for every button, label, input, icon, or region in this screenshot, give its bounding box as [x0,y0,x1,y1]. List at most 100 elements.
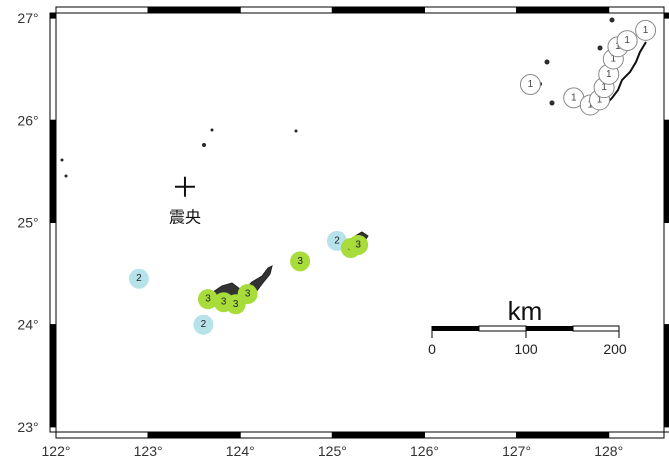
scale-segment [526,326,573,331]
frame-segment [147,6,241,14]
intensity-marker: 1 [616,30,638,52]
longitude-tick-label: 126° [410,443,439,459]
intensity-marker-circle [193,314,214,335]
islet [549,100,555,106]
intensity-marker-circle [128,268,149,289]
intensity-marker-value: 3 [297,256,303,267]
longitude-tick-label: 127° [502,443,531,459]
frame-segment [663,324,669,428]
intensity-marker: 2 [128,268,149,289]
frame-segment [663,17,669,121]
longitude-tick-label: 122° [42,443,71,459]
scale-segment [432,326,479,331]
latitude-tick-label: 25° [17,215,38,231]
frame-segment [516,431,610,439]
intensity-marker-value: 1 [615,41,621,52]
longitude-tick-labels: 122° 123° 124° 125° 126° 127° 128° [42,443,624,459]
intensity-marker: 3 [198,289,218,310]
frame-segment [49,119,57,223]
intensity-marker: 3 [348,234,369,255]
intensity-marker-value: 3 [233,299,239,310]
frame-segment [49,12,57,19]
scale-tick-label: 100 [514,341,538,357]
intensity-marker-value: 2 [334,235,340,246]
intensity-marker-circle [237,284,258,305]
islet [210,128,214,132]
intensity-marker-value: 1 [624,35,630,46]
frame-segment [239,6,333,14]
frame-segment [663,426,669,433]
frame-segment [331,431,425,439]
islet [609,17,615,23]
frame-segment [49,17,57,121]
frame-segment [49,426,57,433]
intensity-marker-value: 1 [597,94,603,105]
intensity-marker-value: 1 [611,53,617,64]
scale-tick-label: 200 [603,341,627,357]
intensity-marker-circle [198,289,218,310]
intensity-marker-value: 3 [355,239,361,250]
island-okinawa-chain [604,41,647,106]
frame-segment [663,12,669,19]
intensity-marker-circle [519,74,541,96]
frame-segment [55,6,149,14]
longitude-tick-label: 124° [226,443,255,459]
frame-segment [331,6,425,14]
scale-bar: km 0 100 200 [428,296,627,357]
intensity-marker-value: 2 [136,273,142,284]
intensity-marker-value: 3 [205,294,211,305]
longitude-tick-label: 125° [318,443,347,459]
intensity-marker-value: 1 [528,79,534,90]
intensity-marker-circle [348,234,369,255]
epicenter-marker: 震央 [169,176,201,227]
frame-segment [49,324,57,428]
intensity-marker: 3 [237,284,258,305]
scale-unit-label: km [508,296,543,326]
intensity-marker-value: 1 [643,25,649,36]
scale-segment [572,325,620,332]
intensity-marker-circle [616,30,638,52]
latitude-tick-label: 23° [17,419,38,435]
intensity-markers: 22333332331111111111 [128,19,657,335]
intensity-marker: 1 [519,74,541,96]
scale-tick-label: 0 [428,341,436,357]
intensity-marker-value: 3 [221,297,227,308]
intensity-marker-circle [290,251,311,272]
frame-segment [239,431,333,439]
intensity-marker-value: 1 [606,69,612,80]
latitude-tick-label: 26° [17,112,38,128]
intensity-marker: 1 [635,19,657,41]
frame-segment [516,6,610,14]
latitude-tick-labels: 27° 26° 25° 24° 23° [17,10,38,435]
latitude-tick-label: 27° [17,10,38,26]
frame-segment [663,222,669,326]
intensity-marker-value: 1 [571,92,577,103]
islet [294,129,298,133]
frame-segment [663,119,669,223]
islet [64,174,68,178]
islet [60,158,64,162]
longitude-tick-label: 123° [134,443,163,459]
epicenter-label: 震央 [169,208,201,227]
islet [544,59,550,65]
intensity-marker-circle [635,19,657,41]
islet [597,45,603,51]
intensity-marker-value: 1 [601,82,607,93]
frame-segment [49,222,57,326]
frame-segment [423,6,518,14]
islet [202,143,206,147]
intensity-marker-value: 3 [245,289,251,300]
frame-segment [55,431,149,439]
frame-segment [608,431,665,439]
intensity-marker: 2 [193,314,214,335]
latitude-tick-label: 24° [17,317,38,333]
frame-segment [147,431,241,439]
intensity-marker: 3 [290,251,311,272]
intensity-marker-value: 2 [201,319,207,330]
map-frame [49,6,669,439]
frame-segment [608,6,665,14]
frame-segment [423,431,518,439]
longitude-tick-label: 128° [594,443,623,459]
scale-segment [478,325,527,332]
